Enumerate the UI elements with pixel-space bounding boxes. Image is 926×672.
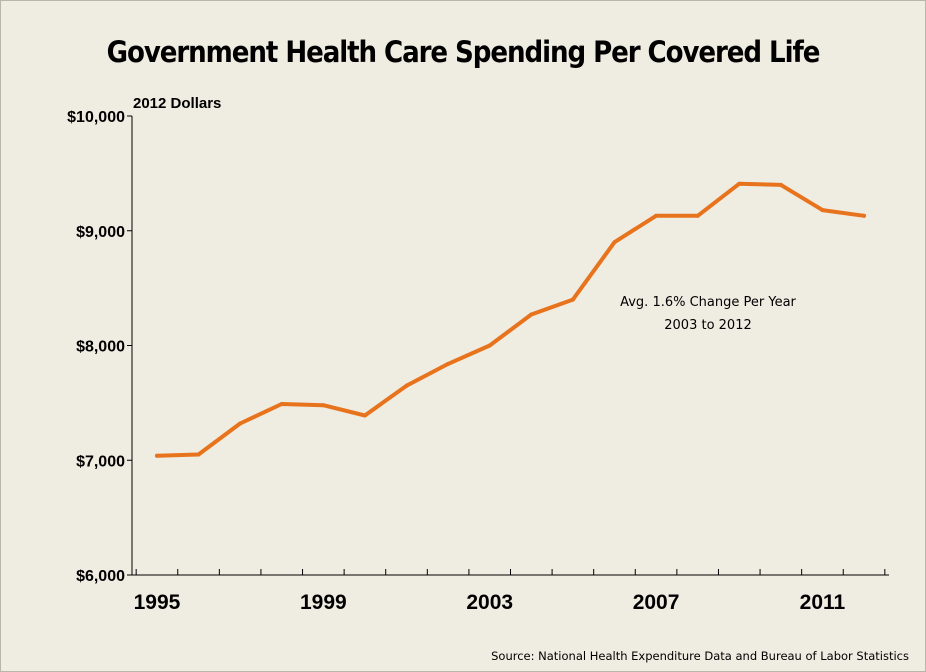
y-tick-label: $9,000 xyxy=(76,224,125,241)
chart-title: Government Health Care Spending Per Cove… xyxy=(106,35,821,69)
y-tick-label: $6,000 xyxy=(76,568,125,585)
data-point xyxy=(487,343,492,348)
data-point xyxy=(654,213,659,218)
x-tick-label: 1995 xyxy=(134,591,181,614)
x-tick-label: 2003 xyxy=(466,591,513,614)
data-point xyxy=(529,312,534,317)
data-point xyxy=(321,403,326,408)
y-tick-label: $7,000 xyxy=(76,453,125,470)
data-point xyxy=(404,383,409,388)
source-note: Source: National Health Expenditure Data… xyxy=(491,649,909,663)
annotation-line-2: 2003 to 2012 xyxy=(664,318,751,333)
data-point xyxy=(820,208,825,213)
x-tick-label: 2007 xyxy=(633,591,680,614)
x-tick-label: 1999 xyxy=(300,591,347,614)
data-point xyxy=(862,213,866,218)
y-tick-label: $8,000 xyxy=(76,339,125,356)
x-ticks: 1995 1999 2003 2007 2011 xyxy=(134,569,886,614)
data-point xyxy=(155,453,159,458)
y-ticks: $6,000 $7,000 $8,000 $9,000 $10,000 xyxy=(67,109,132,585)
data-point xyxy=(238,421,243,426)
x-tick-label: 2011 xyxy=(800,591,846,614)
unit-label: 2012 Dollars xyxy=(133,95,221,112)
annotation-line-1: Avg. 1.6% Change Per Year xyxy=(620,295,796,310)
y-tick-label: $10,000 xyxy=(67,109,125,126)
data-point xyxy=(362,413,367,418)
data-point xyxy=(695,213,700,218)
series-layer xyxy=(155,181,866,458)
data-point xyxy=(737,181,742,186)
data-point xyxy=(446,361,451,366)
data-point xyxy=(570,297,575,302)
data-point xyxy=(279,402,284,406)
series-line xyxy=(155,181,866,458)
data-point xyxy=(196,452,201,457)
data-point xyxy=(612,240,617,245)
data-point xyxy=(778,182,783,187)
